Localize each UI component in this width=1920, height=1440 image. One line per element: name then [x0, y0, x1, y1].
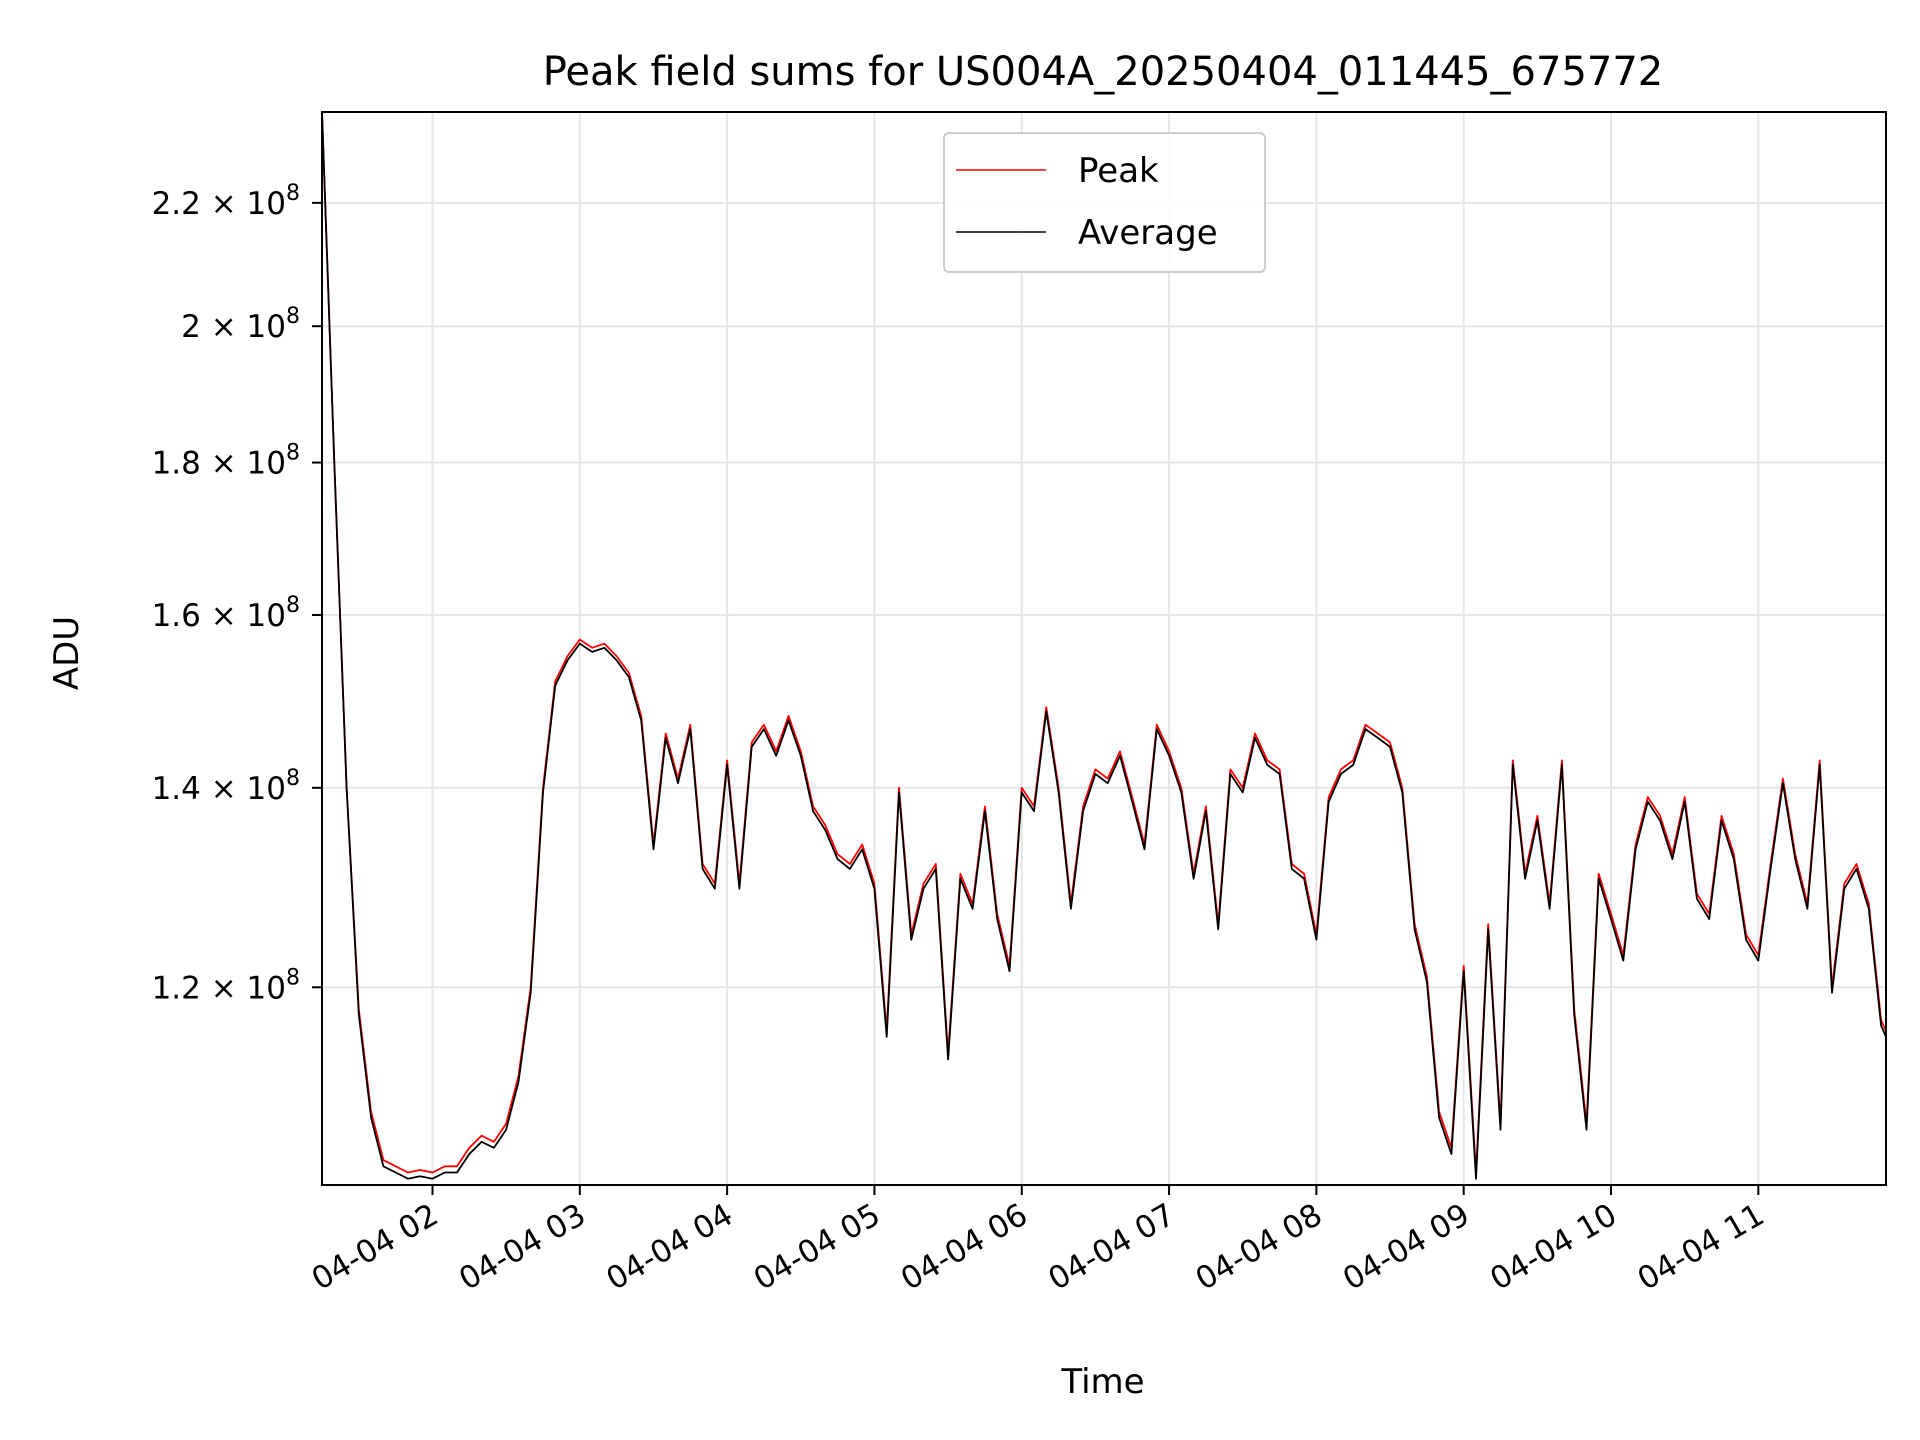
series-line-average — [321, 111, 1887, 1180]
y-tick-label: 1.2 × 108 — [152, 965, 300, 1006]
x-axis-title: Time — [1060, 1362, 1144, 1402]
legend-box — [943, 132, 1266, 273]
y-axis-title: ADU — [47, 616, 87, 690]
legend: Peak Average — [943, 132, 1266, 273]
legend-label-peak: Peak — [1078, 151, 1159, 191]
series-layer — [321, 111, 1887, 1180]
plot-frame — [321, 111, 1887, 1186]
y-tick-label: 2.2 × 108 — [152, 181, 300, 222]
y-axis: 1.2 × 108 1.4 × 108 1.6 × 108 1.8 × 108 2 × … — [152, 181, 322, 1006]
chart-title: Peak field sums for US004A_20250404_0114… — [543, 49, 1664, 95]
y-tick-label: 1.4 × 108 — [152, 766, 300, 807]
grid — [322, 112, 1886, 1185]
y-tick-label: 1.8 × 108 — [152, 441, 300, 482]
y-tick-label: 1.6 × 108 — [152, 593, 300, 634]
legend-label-average: Average — [1078, 213, 1218, 253]
y-tick-label: 2 × 108 — [181, 304, 300, 345]
